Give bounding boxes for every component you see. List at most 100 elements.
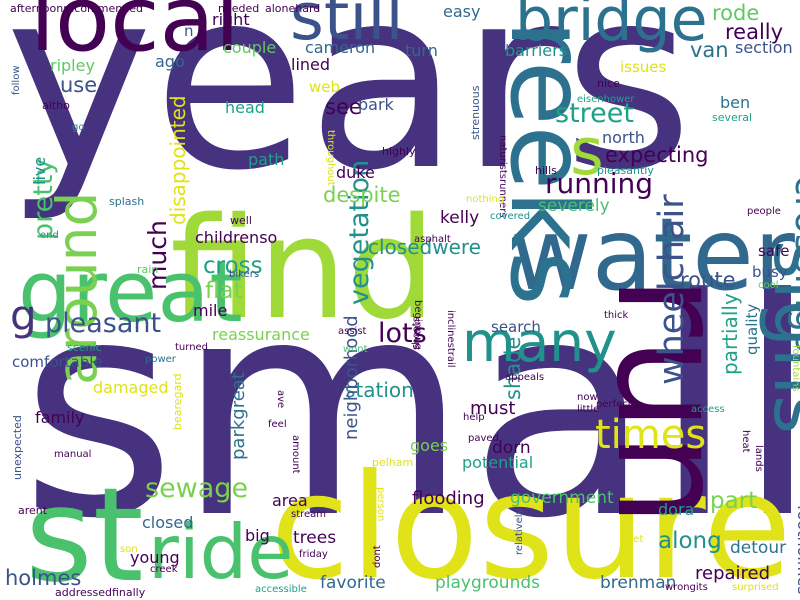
word-throughout: throughout [325,130,336,186]
word-years: years [5,0,693,225]
word-much: much [143,220,172,290]
word-little: little [577,404,600,415]
word-live: live [30,156,49,185]
word-lined: lined [291,55,331,74]
word-help: help [463,412,485,423]
word-repaired: repaired [695,563,771,584]
word-lands: lands [753,445,764,472]
word-right: right [212,10,250,29]
word-big: big [245,526,270,545]
word-north: north [602,128,645,147]
word-expecting: expecting [605,143,709,167]
word-creek: creek [150,564,178,575]
word-amount: amount [290,435,301,474]
word-sewage: sewage [145,473,249,504]
word-highly: highly [382,145,416,158]
word-barriers: barriers [505,41,568,60]
word-ripley: ripley [50,56,95,75]
word-head: head [225,98,265,117]
word-disappointed: disappointed [166,95,190,225]
word-part: part [710,488,758,514]
word-bridge: bridge [515,0,708,55]
word-along: along [658,528,722,554]
word-bearegard: bearegard [171,373,184,430]
word-assist: assist [338,326,367,337]
word-van: van [690,38,729,62]
word-closed: closed [142,513,194,532]
word-lots: lots [378,318,427,349]
word-area: area [272,491,308,510]
word-follow: follow [11,65,22,96]
word-cross: cross [203,253,263,279]
word-still: still [290,0,404,55]
word-route: route [680,268,736,292]
word-kelly: kelly [440,208,480,228]
word-several: several [712,111,753,124]
word-pleasantly: pleasantly [597,164,654,177]
word-family: family [35,408,85,427]
word-person: person [375,487,386,522]
word-pelham: pelham [372,456,414,469]
word-comfortable: comfortable [12,353,103,371]
word-wrongits: wrongits [665,582,708,593]
word-search: search [491,318,541,336]
word-severely: severely [538,196,610,216]
word-covered: covered [490,211,531,222]
word-closedwere: closedwere [368,235,481,259]
word-ben: ben [720,93,751,112]
word-afternoonrecommended: afternoonrecommended [10,2,143,15]
word-thick: thick [604,310,629,321]
word-mile: mile [193,301,228,320]
word-son: son [120,544,138,555]
word-goes: goes [410,436,449,455]
word-wet: wet [625,534,644,545]
word-rode: rode [712,1,760,25]
word-s: s [570,115,604,190]
word-great: great [18,243,243,342]
word-bikers: bikers [229,269,260,280]
word-splash: splash [109,195,145,208]
word-needed: needed [218,2,260,15]
word-times: times [595,412,707,458]
word-scenic: scenic [67,341,102,354]
word-ave: ave [275,390,286,409]
word-pleasant: pleasant [45,308,162,339]
word-manual: manual [54,449,92,460]
word-cameron: cameron [305,38,376,57]
word-issues: issues [620,58,667,76]
word-hills: hills [535,164,557,177]
word-couple: couple [223,38,277,57]
word-footholmes: footholmes [794,505,800,595]
word-safe: safe [758,242,790,260]
word-must: must [470,398,516,419]
word-cool: cool [758,280,779,291]
word-strenuous: strenuous [469,85,482,140]
word-well: well [230,214,252,227]
word-addressedfinally: addressedfinally [55,586,146,599]
word-beginning: beginning [412,300,423,350]
word-power: power [145,354,176,365]
word-ride: ride [148,508,294,596]
word-government: government [510,488,614,508]
word-station: station [345,378,414,402]
word-turn: turn [405,41,438,60]
word-go: go [72,122,85,133]
word-brenman: brenman [600,573,677,593]
word-favorite: favorite [320,573,386,593]
word-unexpected: unexpected [11,415,24,480]
word-arent: arent [18,504,48,517]
word-nice: nice [597,77,620,90]
word-damaged: damaged [93,378,169,397]
word-young: young [130,548,180,567]
word-street: street [555,98,634,129]
word-perfect: perfect [596,399,632,410]
word-nothing: nothing [466,194,505,205]
word-paved: paved [468,433,499,444]
word-section: section [735,38,793,57]
word-n: n [184,22,194,40]
word-use: use [60,73,98,97]
word-relatively: relatively [514,508,525,555]
word-playgrounds: playgrounds [435,573,540,593]
word-find: find [170,188,436,351]
